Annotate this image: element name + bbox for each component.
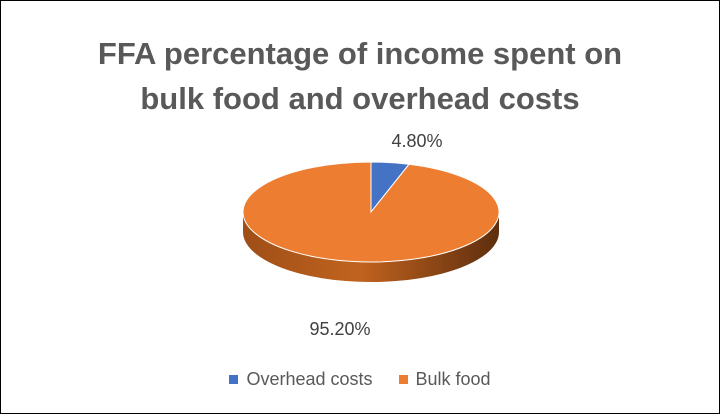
legend: Overhead costs Bulk food <box>1 369 719 390</box>
pie-side-bulk-food <box>243 212 499 282</box>
chart-title: FFA percentage of income spent on bulk f… <box>1 31 719 121</box>
legend-label-overhead: Overhead costs <box>246 369 373 389</box>
data-label-overhead-costs: 4.80% <box>391 131 442 151</box>
pie-data-labels: 4.80% 95.20% <box>309 131 442 339</box>
legend-swatch-overhead <box>229 375 239 384</box>
pie-slice-bulk-food <box>242 161 500 263</box>
pie-side-walls <box>243 212 499 282</box>
legend-item-bulk: Bulk food <box>398 369 491 390</box>
data-label-bulk-food: 95.20% <box>309 319 370 339</box>
legend-item-overhead: Overhead costs <box>229 369 373 390</box>
pie-top-faces <box>242 161 500 263</box>
chart-title-line-2: bulk food and overhead costs <box>140 81 580 116</box>
chart-title-line-1: FFA percentage of income spent on <box>97 36 623 71</box>
legend-label-bulk: Bulk food <box>415 369 491 389</box>
legend-swatch-bulk <box>398 375 408 384</box>
